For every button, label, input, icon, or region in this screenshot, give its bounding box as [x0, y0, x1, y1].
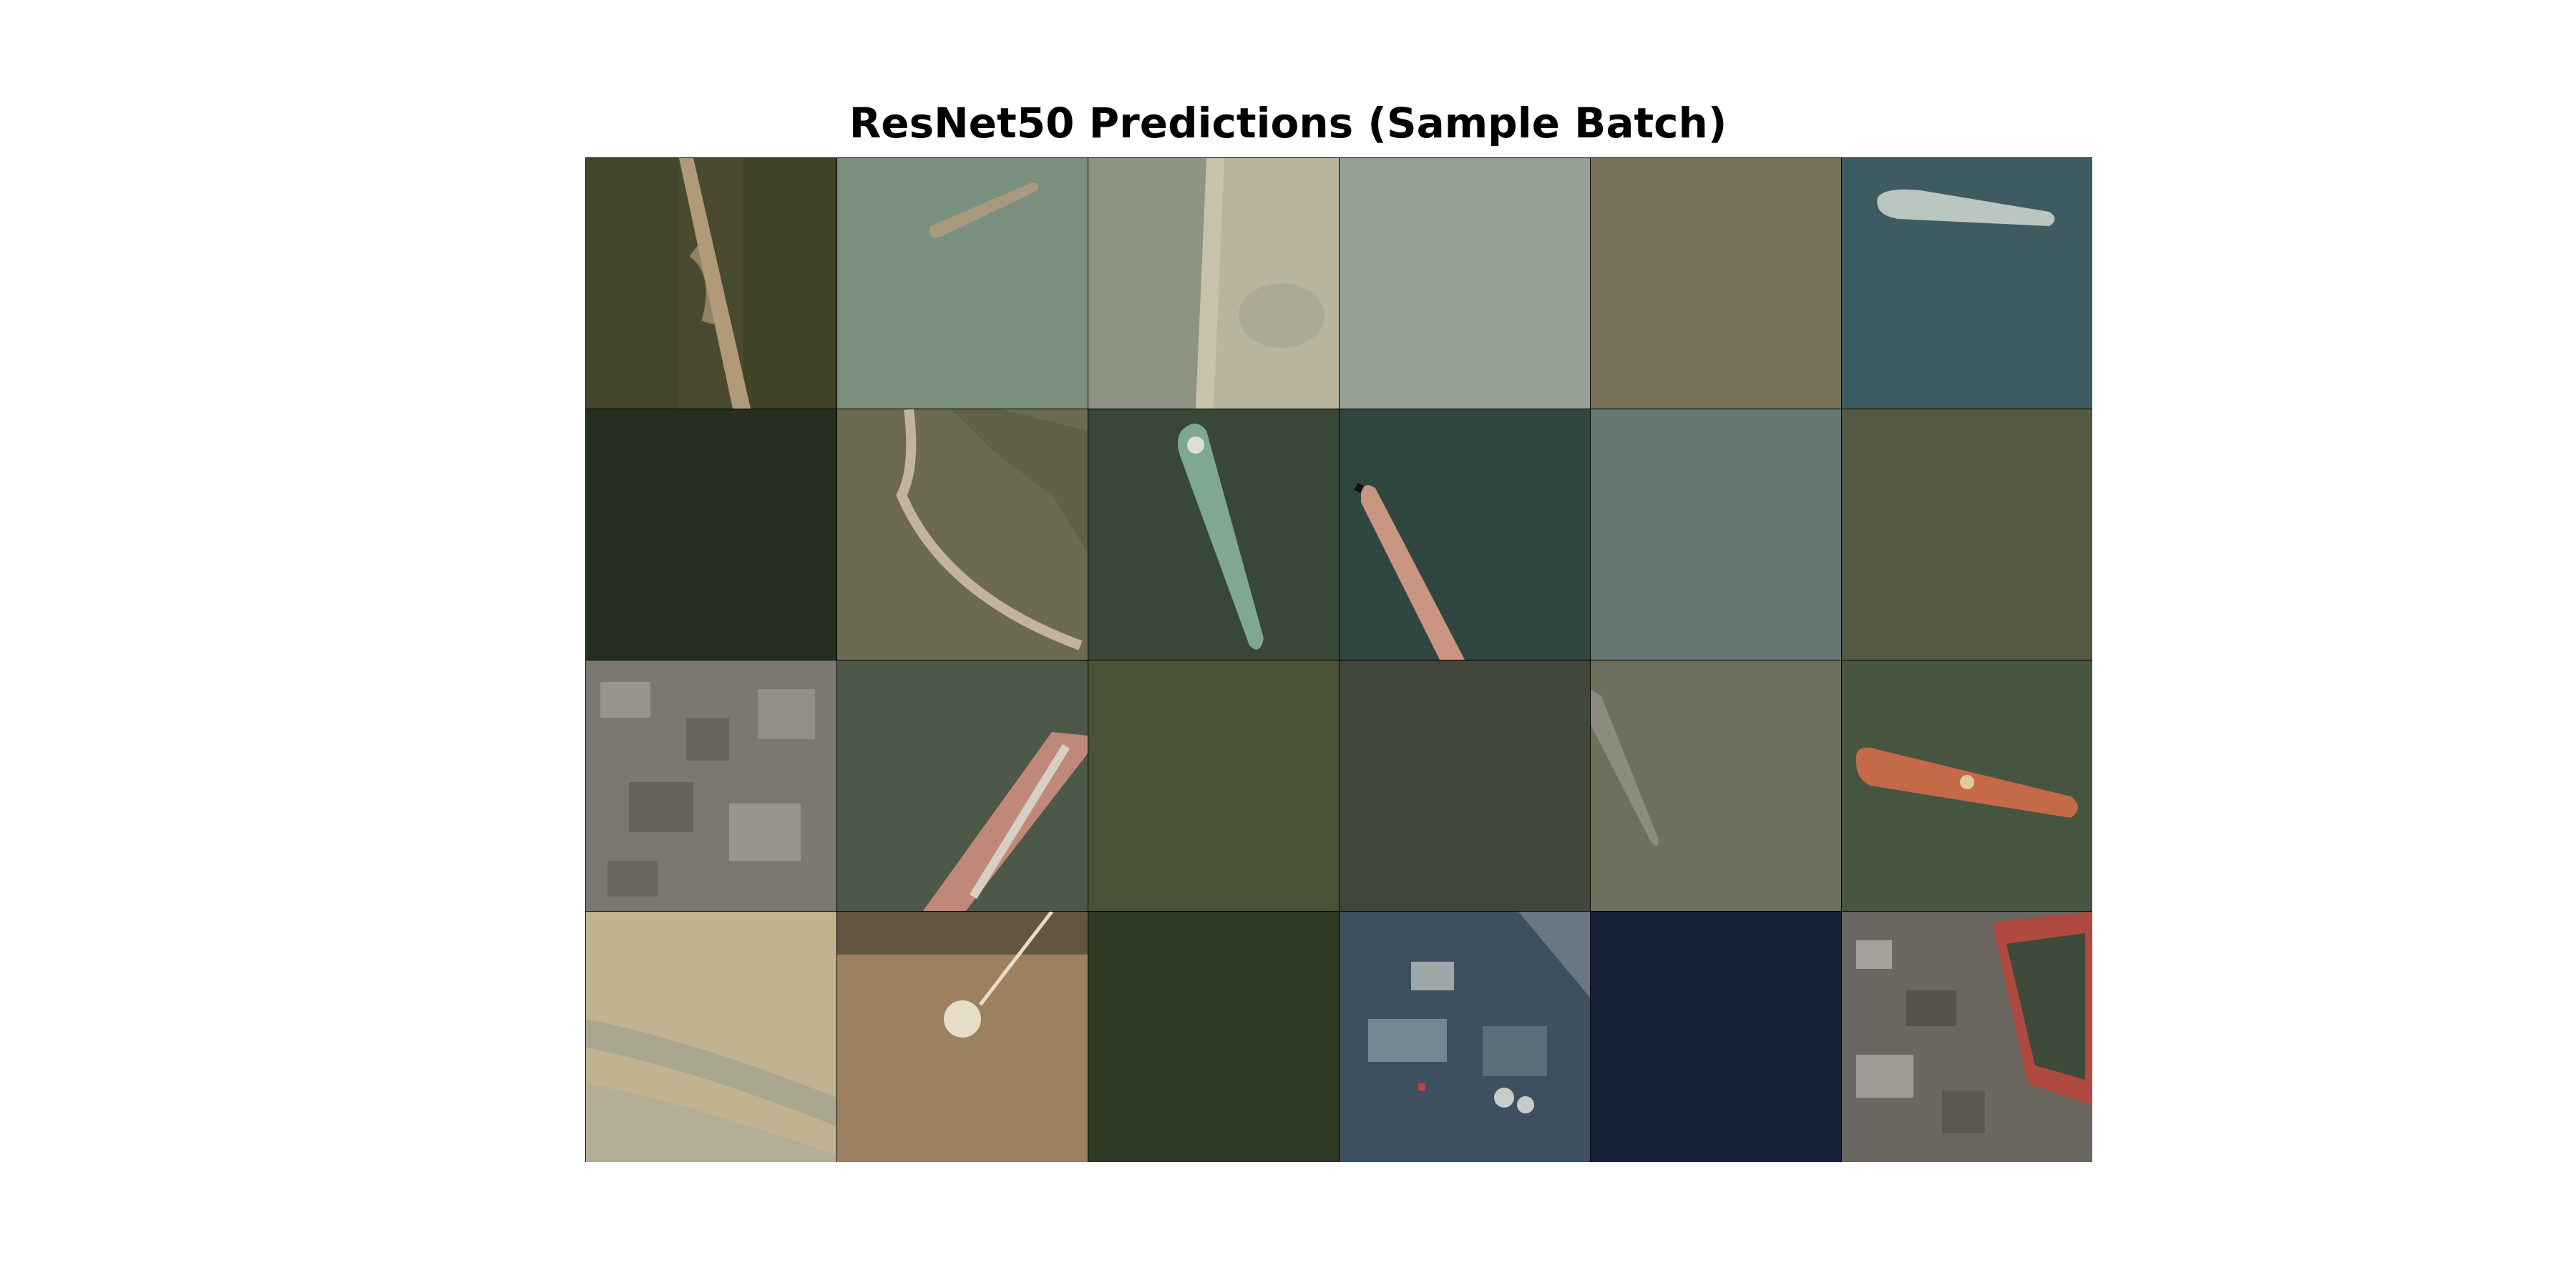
tile-r3c2-ship [837, 660, 1088, 911]
tile-r2c3-ship-image [1088, 409, 1339, 660]
image-grid [585, 157, 2092, 1162]
tile-r2c5-water-image [1591, 409, 1841, 660]
tile-r2c3-ship [1088, 409, 1339, 660]
tile-r1c4-water [1340, 158, 1590, 409]
tile-r2c2-coastal-road [837, 409, 1088, 660]
tile-r1c6-ship-image [1842, 158, 2092, 409]
tile-r1c2-ship-image [837, 158, 1088, 409]
tile-r4c4-port [1340, 912, 1590, 1162]
figure-title: ResNet50 Predictions (Sample Batch) [849, 99, 1727, 147]
tile-r4c2-dry-land-image [837, 912, 1088, 1162]
tile-r2c5-water [1591, 409, 1841, 660]
tile-r3c4-water-image [1340, 660, 1590, 911]
tile-r3c3-water [1088, 660, 1339, 911]
tile-r3c1-urban [586, 660, 836, 911]
tile-r3c4-water [1340, 660, 1590, 911]
tile-r1c3-shoreline [1088, 158, 1339, 409]
tile-r4c4-port-image [1340, 912, 1590, 1162]
tile-r2c1-dark-water-image [586, 409, 836, 660]
tile-r3c6-ship [1842, 660, 2092, 911]
tile-r2c4-ship-image [1340, 409, 1590, 660]
tile-r1c2-ship [837, 158, 1088, 409]
tile-r3c1-urban-image [586, 660, 836, 911]
tile-r2c6-water-image [1842, 409, 2092, 660]
tile-r3c5-ship-image [1591, 660, 1841, 911]
tile-r4c2-dry-land [837, 912, 1088, 1162]
tile-r1c6-ship [1842, 158, 2092, 409]
tile-r1c1-forest-road-image [586, 158, 836, 409]
tile-r2c1-dark-water [586, 409, 836, 660]
tile-r1c3-shoreline-image [1088, 158, 1339, 409]
tile-r4c5-deep-water-image [1591, 912, 1841, 1162]
tile-r2c4-ship [1340, 409, 1590, 660]
tile-r4c5-deep-water [1591, 912, 1841, 1162]
tile-r3c2-ship-image [837, 660, 1088, 911]
tile-r4c3-dark-green [1088, 912, 1339, 1162]
tile-r4c1-sand-image [586, 912, 836, 1162]
tile-r1c5-water [1591, 158, 1841, 409]
tile-r4c6-urban-field [1842, 912, 2092, 1162]
tile-r4c3-dark-green-image [1088, 912, 1339, 1162]
tile-r2c2-coastal-road-image [837, 409, 1088, 660]
tile-r4c6-urban-field-image [1842, 912, 2092, 1162]
tile-r2c6-water [1842, 409, 2092, 660]
tile-r1c1-forest-road [586, 158, 836, 409]
tile-r3c5-ship [1591, 660, 1841, 911]
tile-r3c3-water-image [1088, 660, 1339, 911]
tile-r1c4-water-image [1340, 158, 1590, 409]
tile-r4c1-sand [586, 912, 836, 1162]
tile-r1c5-water-image [1591, 158, 1841, 409]
tile-r3c6-ship-image [1842, 660, 2092, 911]
